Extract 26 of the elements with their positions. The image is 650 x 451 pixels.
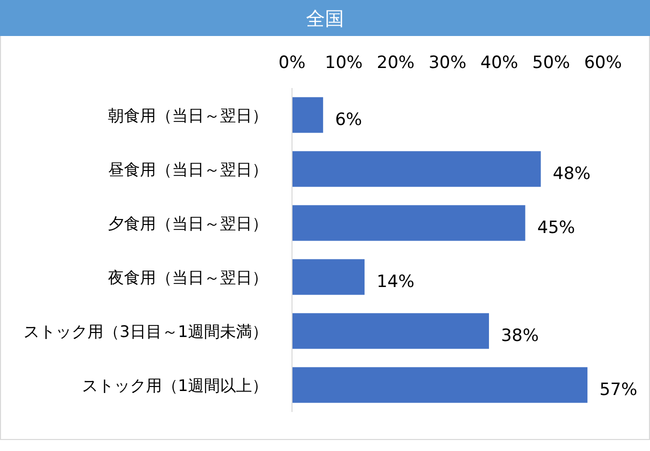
data-label: 6% [335, 110, 362, 130]
x-tick-label: 10% [324, 53, 363, 73]
chart-title: 全国 [306, 8, 344, 30]
data-label: 38% [500, 326, 539, 346]
data-label: 57% [599, 380, 638, 400]
bar [292, 205, 526, 241]
y-tick-label: 夜食用（当日～翌日） [108, 268, 268, 287]
bar [292, 151, 541, 187]
y-tick-label: 昼食用（当日～翌日） [108, 160, 268, 179]
x-tick-label: 60% [584, 53, 622, 73]
bar [292, 367, 588, 403]
data-label: 14% [376, 272, 414, 292]
y-tick-label: ストック用（1週間以上） [82, 376, 268, 395]
bar [292, 313, 489, 349]
x-tick-label: 40% [480, 53, 518, 73]
bar [292, 97, 324, 133]
x-tick-label: 30% [428, 53, 466, 73]
x-tick-label: 50% [532, 53, 570, 73]
data-label: 45% [537, 218, 576, 238]
y-tick-label: 夕食用（当日～翌日） [108, 214, 268, 233]
x-tick-label: 20% [376, 53, 415, 73]
y-tick-label: ストック用（3日目～1週間未満） [24, 322, 268, 341]
y-tick-label: 朝食用（当日～翌日） [108, 106, 268, 125]
x-tick-label: 0% [278, 53, 306, 73]
data-label: 48% [552, 164, 591, 184]
bar [292, 259, 365, 295]
